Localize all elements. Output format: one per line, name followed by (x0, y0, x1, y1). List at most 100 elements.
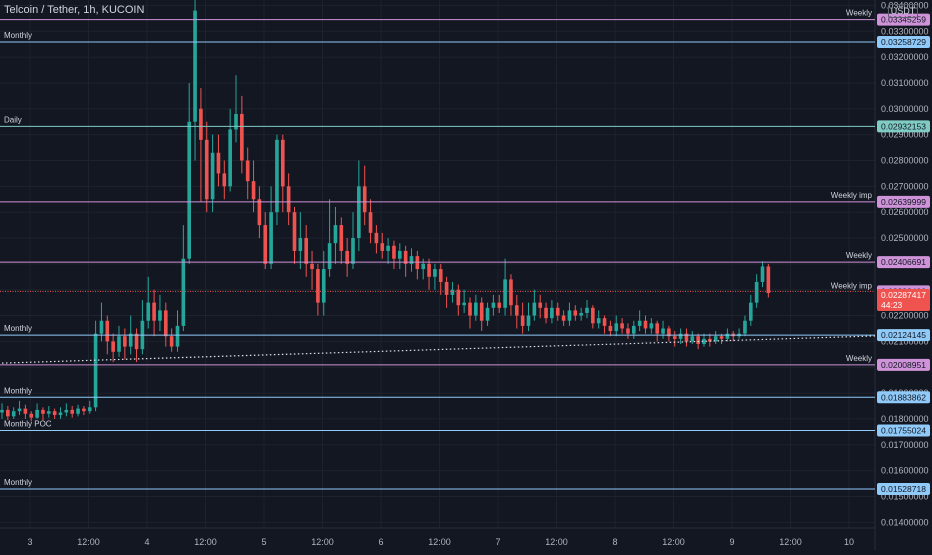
symbol-title: Telcoin / Tether, 1h, KUCOIN (4, 4, 145, 16)
candle-body (263, 225, 268, 264)
candle-body (251, 181, 256, 200)
candle-body (403, 250, 408, 264)
candle-body (257, 199, 262, 226)
level-name-label: Monthly (4, 31, 32, 40)
x-tick-label: 4 (144, 537, 149, 547)
candle-body (514, 305, 519, 316)
level-name-label: Monthly (4, 478, 32, 487)
candle-body (614, 323, 619, 332)
candle-body (64, 409, 69, 413)
candle-body (754, 281, 759, 303)
y-tick-label: 0.03000000 (881, 104, 929, 114)
y-tick-label: 0.01500000 (881, 491, 929, 501)
candle-countdown: 44:23 (881, 300, 903, 310)
candle-body (602, 318, 607, 326)
candle-body (362, 186, 367, 213)
candle-body (345, 250, 349, 264)
candle-body (304, 238, 309, 264)
y-tick-label: 0.03400000 (881, 0, 929, 10)
candle-body (245, 160, 250, 182)
candle-body (667, 328, 671, 337)
candle-body (17, 408, 22, 412)
candle-body (35, 409, 39, 418)
level-name-label: Weekly (846, 354, 872, 363)
x-tick-label: 7 (495, 537, 500, 547)
level-price-value: 0.02639999 (881, 197, 926, 207)
level-price-value: 0.02406691 (881, 257, 926, 267)
candle-body (158, 310, 162, 321)
candle-body (321, 269, 326, 303)
candle-body (368, 212, 373, 233)
candle-body (491, 302, 496, 308)
level-price-tag (877, 358, 930, 371)
candle-body (397, 250, 402, 259)
candle-body (555, 307, 560, 316)
candle-body (608, 325, 613, 332)
candle-body (46, 411, 51, 414)
candle-body (275, 139, 279, 213)
x-tick-label: 12:00 (428, 537, 451, 547)
candle-body (269, 212, 273, 264)
candle-body (596, 318, 601, 324)
candle-body (181, 258, 186, 326)
candle-body (351, 238, 355, 264)
candle-body (678, 333, 683, 339)
candle-body (702, 338, 706, 344)
level-price-tag (877, 195, 930, 208)
level-name-label: Monthly POC (4, 420, 52, 429)
candle-body (550, 307, 554, 319)
level-name-label: Monthly (4, 386, 32, 395)
candle-body (29, 413, 34, 418)
candle-body (567, 310, 572, 321)
candle-body (538, 302, 543, 308)
candle-body (438, 269, 443, 282)
current-price-value: 0.02287417 (881, 290, 926, 300)
candle-body (105, 320, 110, 342)
candle-body (672, 336, 677, 339)
level-price-tag (877, 329, 930, 342)
candle-body (222, 173, 227, 187)
candle-body (690, 336, 695, 342)
y-tick-label: 0.03300000 (881, 26, 929, 36)
current-price-tag (877, 288, 930, 311)
level-name-label: Weekly imp (831, 191, 873, 200)
candle-body (766, 266, 771, 294)
level-price-value: 0.02932153 (881, 121, 926, 131)
candle-body (503, 279, 507, 308)
x-tick-label: 9 (729, 537, 734, 547)
level-name-label: Weekly (846, 251, 872, 260)
candle-body (6, 409, 10, 417)
candle-body (163, 310, 168, 337)
candle-body (526, 315, 531, 326)
candle-body (585, 307, 589, 313)
x-tick-label: 3 (27, 537, 32, 547)
candle-body (497, 302, 502, 308)
level-name-label: Weekly (846, 9, 872, 18)
candle-body (626, 328, 630, 334)
candle-body (193, 10, 197, 122)
x-tick-label: 12:00 (77, 537, 100, 547)
level-price-value: 0.01883862 (881, 392, 926, 402)
y-tick-label: 0.01600000 (881, 466, 929, 476)
candle-body (87, 407, 92, 412)
y-tick-label: 0.02800000 (881, 155, 929, 165)
candle-body (123, 336, 127, 347)
currency-button[interactable]: USDT (888, 4, 918, 18)
candle-body (240, 113, 244, 161)
candle-body (456, 289, 461, 306)
candle-body (333, 225, 338, 244)
candle-body (649, 323, 654, 329)
candle-body (643, 320, 648, 329)
candle-body (41, 409, 45, 414)
level-price-tag (877, 483, 930, 496)
x-tick-label: 12:00 (194, 537, 217, 547)
candle-body (725, 333, 730, 339)
candle-body (175, 325, 180, 347)
candle-body (216, 152, 221, 174)
candle-body (0, 409, 4, 413)
candle-body (661, 328, 665, 334)
x-tick-label: 5 (261, 537, 266, 547)
